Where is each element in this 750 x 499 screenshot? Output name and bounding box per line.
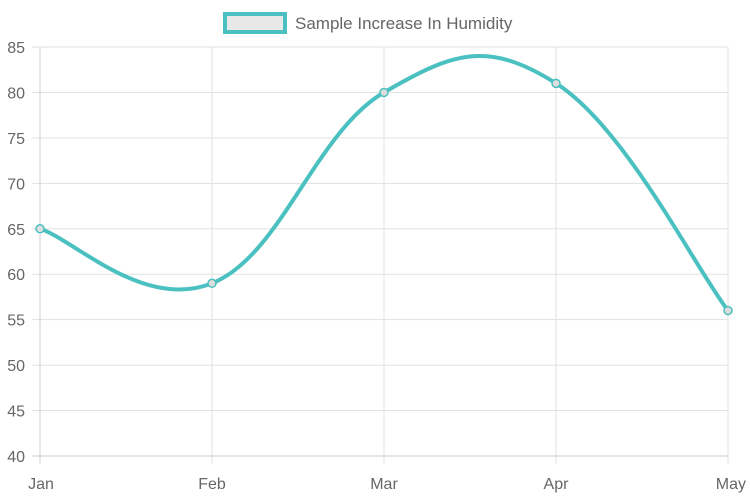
legend[interactable]: Sample Increase In Humidity xyxy=(223,12,513,34)
y-tick-label: 75 xyxy=(7,131,25,148)
series-group xyxy=(35,54,733,316)
x-tick-label: Jan xyxy=(28,476,54,493)
y-tick-label: 85 xyxy=(7,40,25,57)
x-tick-label: Apr xyxy=(544,476,570,493)
y-tick-label: 55 xyxy=(7,313,25,330)
y-axis-ticks: 40 45 50 55 60 65 70 75 80 85 xyxy=(7,40,25,466)
y-tick-label: 50 xyxy=(7,358,25,375)
data-point[interactable] xyxy=(551,78,561,89)
data-point[interactable] xyxy=(35,224,45,234)
grid-lines xyxy=(32,46,729,464)
x-axis-ticks: Jan Feb Mar Apr May xyxy=(28,476,746,493)
y-tick-label: 65 xyxy=(7,222,25,239)
y-tick-label: 60 xyxy=(7,267,25,284)
x-tick-label: Feb xyxy=(198,476,226,493)
y-tick-label: 80 xyxy=(7,85,25,102)
y-tick-label: 70 xyxy=(7,176,25,193)
data-point[interactable] xyxy=(379,87,389,98)
y-tick-label: 40 xyxy=(7,449,25,466)
data-point[interactable] xyxy=(723,305,733,316)
legend-color-box[interactable] xyxy=(223,12,287,34)
legend-label[interactable]: Sample Increase In Humidity xyxy=(295,14,513,33)
x-tick-label: May xyxy=(716,476,746,493)
data-point[interactable] xyxy=(207,278,217,289)
x-tick-label: Mar xyxy=(370,476,398,493)
y-tick-label: 45 xyxy=(7,404,25,421)
